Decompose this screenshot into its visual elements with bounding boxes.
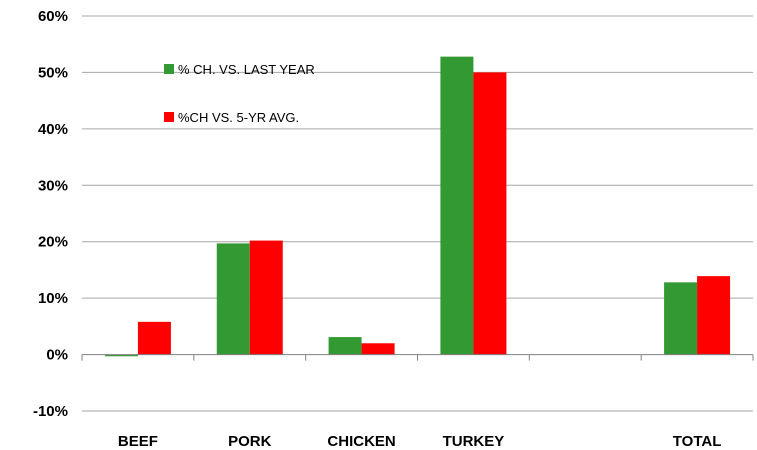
x-tick-label: CHICKEN: [327, 433, 395, 450]
x-tick-label: TURKEY: [443, 433, 505, 450]
bar-five-yr-avg: [361, 343, 395, 355]
legend-label: %CH VS. 5-YR AVG.: [178, 110, 299, 125]
y-tick-label: 10%: [38, 290, 68, 307]
bar-last-year: [104, 354, 138, 357]
bar-five-yr-avg: [249, 240, 283, 355]
legend-swatch: [164, 64, 174, 74]
legend-label: % CH. VS. LAST YEAR: [178, 62, 315, 77]
y-tick-label: 50%: [38, 64, 68, 81]
bar-last-year: [440, 56, 474, 355]
bar-five-yr-avg: [473, 72, 507, 355]
x-tick-label: TOTAL: [673, 433, 722, 450]
y-tick-label: 60%: [38, 8, 68, 25]
bars: [104, 56, 731, 357]
y-tick-label: 30%: [38, 177, 68, 194]
x-tick-label: PORK: [228, 433, 272, 450]
y-axis-tick-labels: 60% 50% 40% 30% 20% 10% 0% -10%: [33, 8, 68, 420]
y-tick-label: 0%: [46, 347, 68, 364]
bar-five-yr-avg: [697, 276, 731, 355]
x-axis: [81, 354, 754, 361]
bar-last-year: [216, 243, 250, 355]
legend-swatch: [164, 112, 174, 122]
gridlines: [82, 15, 753, 412]
bar-last-year: [328, 337, 362, 355]
y-tick-label: 20%: [38, 234, 68, 251]
x-axis-tick-labels: BEEF PORK CHICKEN TURKEY TOTAL: [118, 433, 721, 450]
legend: % CH. VS. LAST YEAR %CH VS. 5-YR AVG.: [164, 62, 315, 125]
y-tick-label: 40%: [38, 121, 68, 138]
bar-last-year: [664, 282, 698, 355]
x-tick-label: BEEF: [118, 433, 158, 450]
y-tick-label: -10%: [33, 403, 68, 420]
bar-five-yr-avg: [137, 321, 171, 355]
